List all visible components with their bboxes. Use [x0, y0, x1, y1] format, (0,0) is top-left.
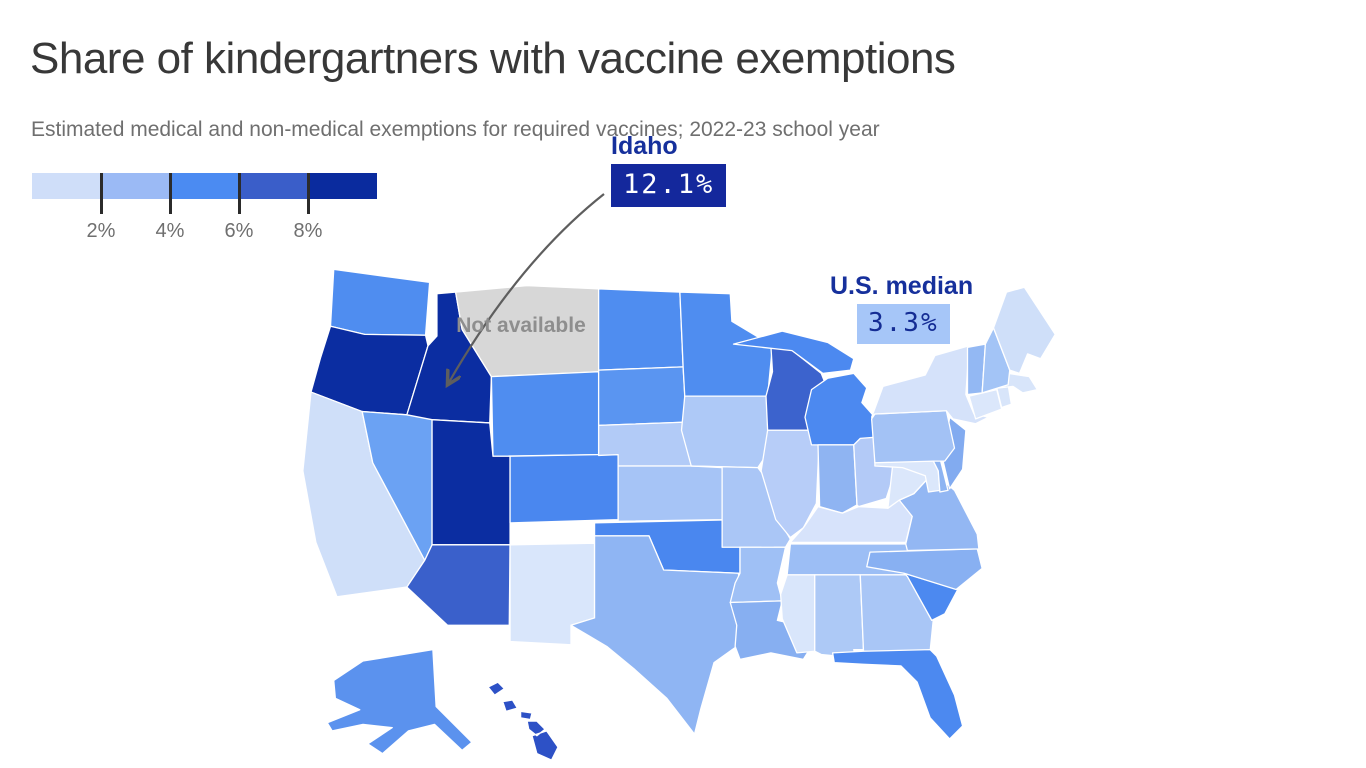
chart-subtitle: Estimated medical and non-medical exempt… [31, 118, 880, 141]
state-NC[interactable]: North Carolina [866, 548, 983, 591]
idaho-value-badge: 12.1% [611, 164, 727, 207]
state-AK[interactable]: Alaska [326, 648, 473, 755]
idaho-annotation-label: Idaho [611, 132, 678, 160]
legend-color-bar [32, 173, 377, 199]
legend-tick [306, 173, 310, 214]
state-WY[interactable]: Wyoming [490, 371, 600, 457]
not-available-label: Not available [456, 314, 586, 337]
state-PA[interactable]: Pennsylvania [870, 410, 956, 464]
legend-tick-label: 2% [86, 220, 116, 242]
state-MN[interactable]: Minnesota [679, 291, 774, 397]
state-NH[interactable]: New Hampshire [981, 327, 1011, 394]
legend-tick-labels: 2% 4% 6% 8% [32, 220, 377, 244]
state-IA[interactable]: Iowa [680, 395, 777, 469]
state-CO[interactable]: Colorado [509, 453, 619, 524]
legend-tick-label: 6% [224, 220, 254, 242]
legend-color-segment [32, 173, 101, 199]
state-ME[interactable]: Maine [992, 286, 1056, 375]
legend-color-segment [170, 173, 239, 199]
state-FL[interactable]: Florida [831, 648, 964, 740]
state-KS[interactable]: Kansas [617, 465, 723, 522]
color-legend: 2% 4% 6% 8% [32, 173, 377, 243]
legend-color-segment [101, 173, 170, 199]
state-IN[interactable]: Indiana [817, 444, 858, 514]
legend-color-segment [239, 173, 308, 199]
state-AL[interactable]: Alabama [814, 574, 865, 659]
legend-tick [99, 173, 103, 214]
legend-tick [168, 173, 172, 214]
state-TX[interactable]: Texas [570, 535, 743, 735]
state-LA[interactable]: Louisiana [729, 600, 813, 661]
state-HI[interactable]: Hawaii [487, 681, 559, 761]
legend-tick-label: 8% [293, 220, 323, 242]
state-WA[interactable]: Washington [329, 268, 431, 336]
chart-title: Share of kindergartners with vaccine exe… [30, 34, 956, 83]
state-SD[interactable]: South Dakota [597, 366, 688, 427]
us-median-annotation-label: U.S. median [830, 272, 974, 300]
state-GA[interactable]: Georgia [859, 574, 935, 652]
legend-tick-label: 4% [155, 220, 185, 242]
state-ND[interactable]: North Dakota [597, 288, 684, 371]
legend-color-segment [308, 173, 377, 199]
legend-tick [237, 173, 241, 214]
us-median-value-badge: 3.3% [857, 304, 950, 344]
